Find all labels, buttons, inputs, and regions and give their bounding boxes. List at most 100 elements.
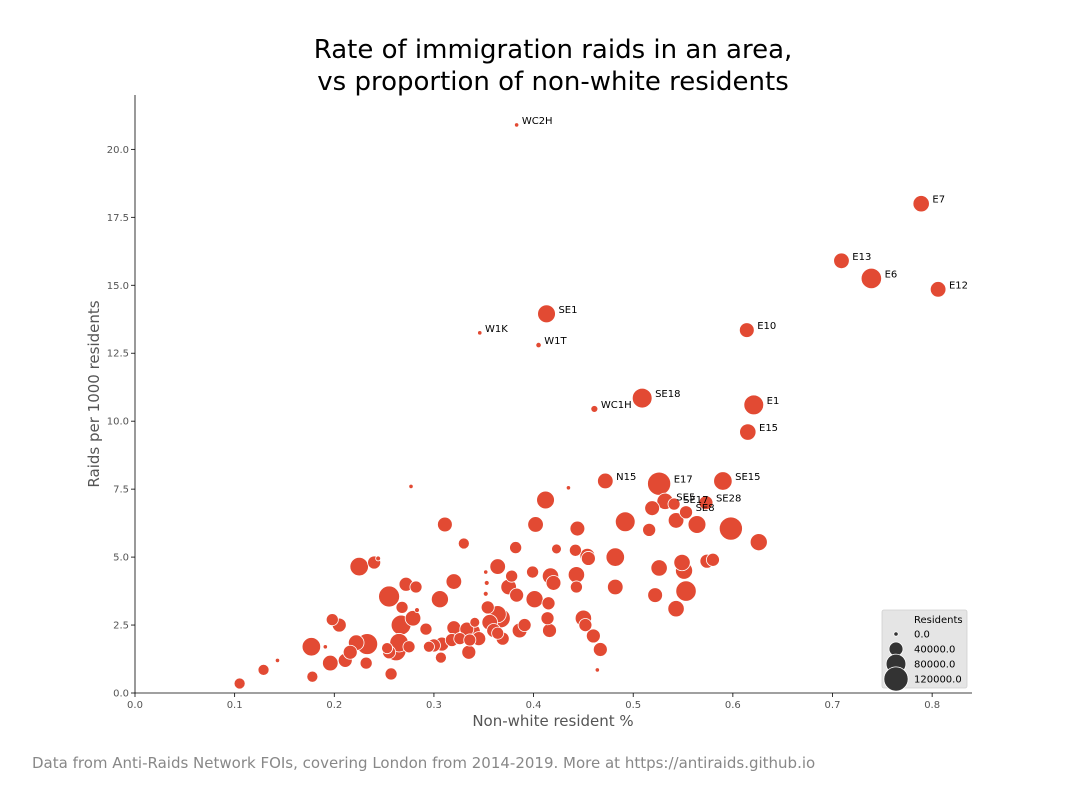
data-point: [580, 551, 596, 566]
data-point: [325, 613, 339, 627]
data-points: [233, 122, 947, 690]
x-tick-label: 0.8: [924, 700, 940, 711]
x-tick-label: 0.6: [725, 700, 741, 711]
data-point: [713, 471, 733, 491]
point-label: E7: [932, 195, 945, 206]
point-label: SE8: [696, 503, 715, 514]
y-tick-label: 17.5: [107, 213, 129, 224]
data-point: [679, 505, 693, 520]
data-point: [384, 667, 398, 681]
data-point: [860, 267, 882, 290]
data-point: [505, 569, 519, 583]
point-label: SE17: [683, 495, 708, 506]
x-tick-label: 0.0: [127, 700, 143, 711]
y-tick-label: 5.0: [113, 553, 129, 564]
data-point: [349, 556, 369, 577]
legend-marker: [883, 666, 909, 692]
legend-title: Residents: [914, 615, 963, 626]
data-point: [322, 644, 328, 650]
data-point: [342, 644, 358, 660]
data-point: [912, 195, 930, 213]
point-label: E13: [852, 252, 871, 263]
data-point: [469, 616, 481, 628]
data-point: [537, 304, 556, 324]
data-point: [585, 628, 601, 644]
point-label: E17: [674, 475, 693, 486]
data-point: [607, 578, 624, 596]
point-label: SE28: [716, 494, 741, 505]
data-point: [233, 677, 246, 690]
legend-marker: [893, 631, 899, 637]
y-tick-label: 15.0: [107, 281, 129, 292]
data-point: [509, 587, 525, 603]
data-point: [687, 515, 707, 534]
legend-label: 80000.0: [914, 660, 955, 671]
legend-label: 120000.0: [914, 675, 962, 686]
data-point: [457, 537, 470, 550]
data-point: [667, 497, 681, 511]
x-tick-label: 0.3: [426, 700, 442, 711]
point-label: SE15: [735, 472, 760, 483]
data-point: [274, 657, 281, 663]
data-point: [698, 495, 714, 511]
point-label: W1T: [544, 336, 567, 347]
legend: Residents 0.0 40000.0 80000.0 120000.0: [881, 609, 968, 692]
y-tick-label: 20.0: [107, 145, 129, 156]
point-labels: WC2H E7 E13 E6 E12 SE1 W1K E10 W1T SE18 E1 WC1H E15 N…: [485, 116, 968, 514]
footnote: Data from Anti-Raids Network FOIs, cover…: [32, 754, 816, 772]
point-label: SE18: [655, 389, 680, 400]
data-point: [423, 640, 435, 653]
data-point: [489, 558, 506, 575]
data-point: [378, 585, 400, 608]
data-point: [631, 387, 653, 409]
data-point: [257, 663, 270, 676]
data-point: [463, 633, 477, 647]
data-point: [414, 607, 420, 613]
data-point: [738, 322, 755, 338]
data-point: [590, 405, 599, 413]
data-point: [642, 522, 657, 537]
point-label: WC2H: [522, 116, 553, 127]
data-point: [540, 611, 555, 626]
data-point: [647, 587, 663, 603]
point-label: E12: [949, 280, 968, 291]
x-tick-label: 0.7: [825, 700, 841, 711]
x-axis-title: Non-white resident %: [472, 712, 633, 730]
data-point: [568, 543, 582, 557]
data-point: [437, 516, 453, 533]
data-point: [445, 573, 463, 590]
data-point: [381, 642, 394, 655]
data-point: [375, 555, 382, 562]
point-label: E10: [757, 321, 776, 332]
data-point: [483, 580, 490, 586]
data-point: [718, 516, 743, 541]
point-label: E6: [885, 269, 898, 280]
data-point: [434, 651, 447, 664]
data-point: [535, 341, 542, 349]
data-point: [673, 553, 691, 572]
x-tick-label: 0.4: [526, 700, 542, 711]
chart-title-line-2: vs proportion of non-white residents: [317, 67, 789, 97]
data-point: [644, 500, 660, 516]
data-point: [525, 590, 544, 609]
data-point: [359, 656, 373, 670]
data-point: [477, 330, 483, 336]
data-point: [541, 596, 556, 611]
data-point: [565, 485, 572, 491]
legend-label: 40000.0: [914, 645, 955, 656]
point-label: SE5: [676, 492, 695, 503]
data-point: [667, 600, 685, 618]
data-point: [306, 670, 319, 683]
data-point: [402, 640, 416, 654]
data-point: [705, 552, 720, 567]
data-point: [409, 580, 423, 594]
x-ticks: 0.0 0.1 0.2 0.3 0.4 0.5 0.6 0.7 0.8: [127, 693, 940, 711]
data-point: [605, 547, 625, 567]
legend-label: 0.0: [914, 630, 930, 641]
point-label: E1: [767, 396, 780, 407]
y-tick-label: 12.5: [107, 349, 129, 360]
data-point: [395, 600, 409, 614]
y-tick-label: 2.5: [113, 621, 129, 632]
x-tick-label: 0.2: [326, 700, 342, 711]
